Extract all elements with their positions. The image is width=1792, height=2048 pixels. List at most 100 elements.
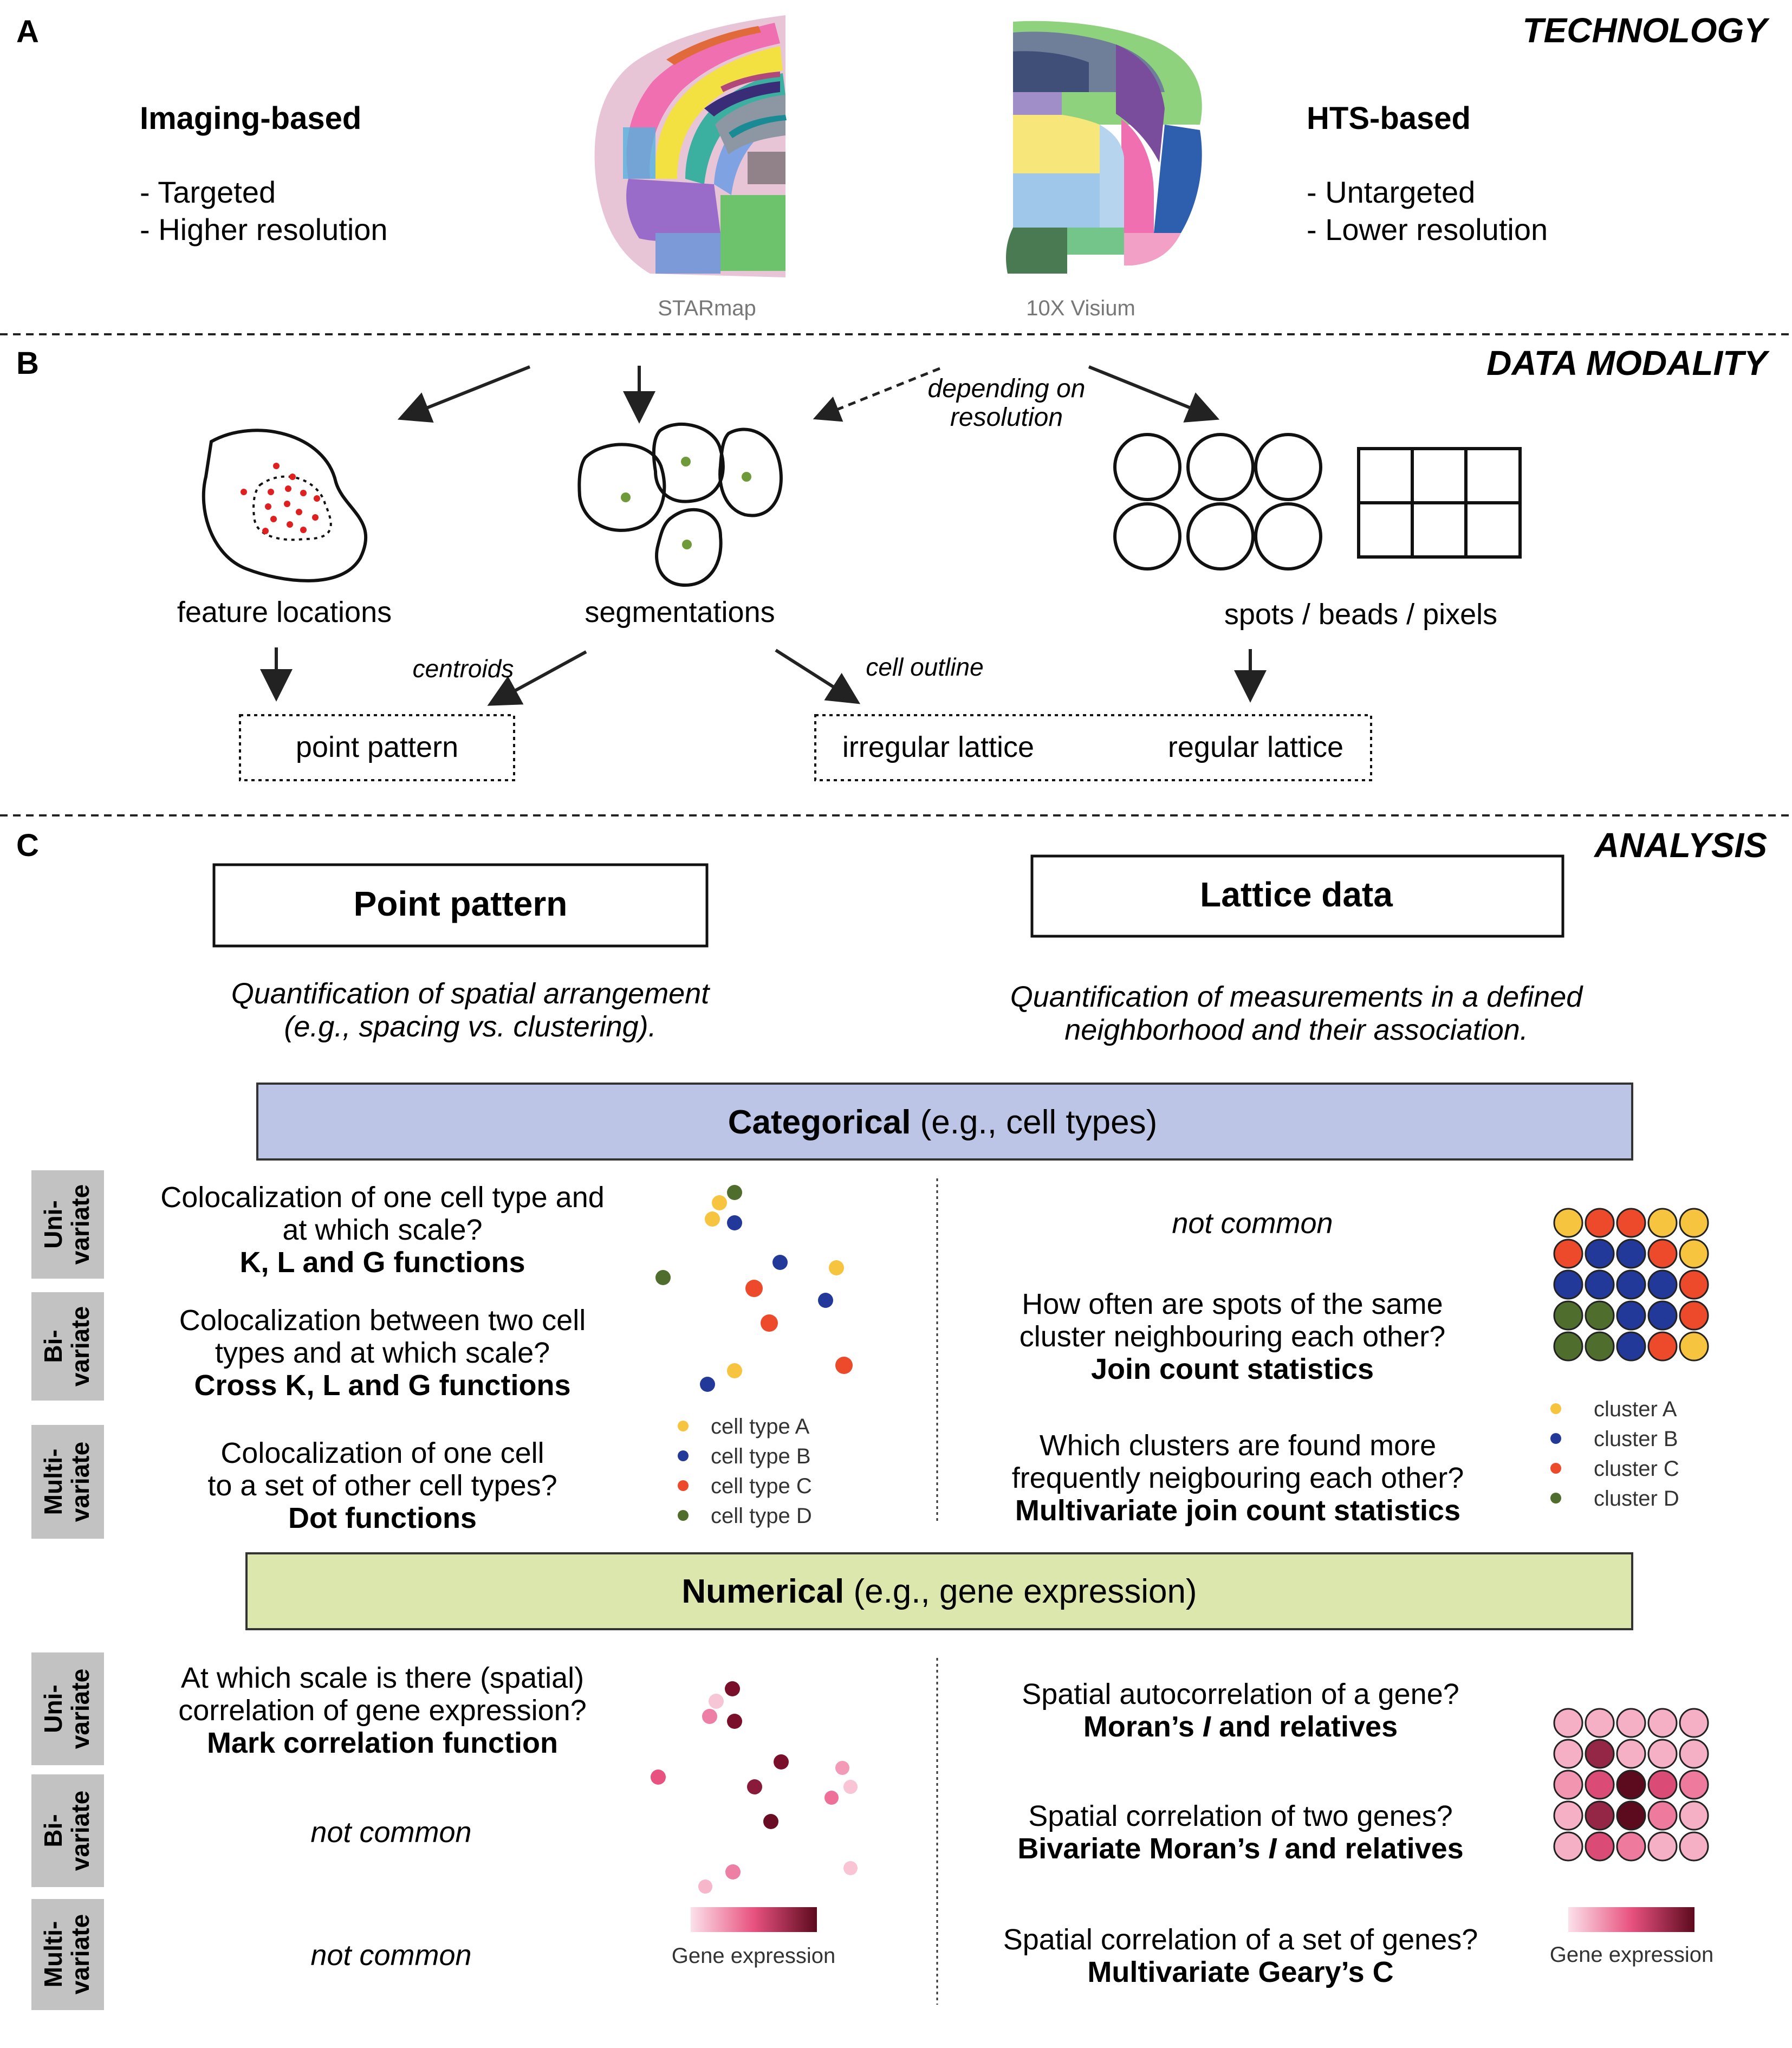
arrow-to-spots bbox=[1088, 365, 1220, 423]
lattice-spot bbox=[1616, 1300, 1646, 1331]
num-uni-lattice-2c: and relatives bbox=[1211, 1710, 1398, 1743]
cat-multi-lattice-3: Multivariate join count statistics bbox=[1015, 1494, 1460, 1527]
centroid-points bbox=[621, 457, 751, 549]
lattice-spot bbox=[1647, 1331, 1678, 1362]
lattice-spot bbox=[1553, 1331, 1583, 1362]
panel-c-heading: ANALYSIS bbox=[1593, 826, 1767, 865]
lattice-spot bbox=[1553, 1269, 1583, 1300]
visium-caption: 10X Visium bbox=[1026, 296, 1135, 320]
arrow-to-feature bbox=[397, 365, 531, 423]
lattice-spot bbox=[1679, 1269, 1709, 1300]
cat-bi-point-3: Cross K, L and G functions bbox=[194, 1369, 570, 1402]
scatter-dot bbox=[818, 1293, 833, 1308]
num-bi-lattice-2: Bivariate Moran’s I and relatives bbox=[1017, 1832, 1463, 1865]
scatter-dot bbox=[727, 1363, 742, 1378]
numerical-banner bbox=[245, 1552, 1633, 1630]
cat-uni-lattice: not common bbox=[1172, 1207, 1333, 1240]
point-pattern-box bbox=[239, 714, 515, 781]
scatter-dot bbox=[700, 1377, 715, 1392]
hts-based-title: HTS-based bbox=[1307, 101, 1471, 136]
lattice-spot bbox=[1679, 1331, 1709, 1362]
row-label-cat-bi: Bi- variate bbox=[31, 1292, 104, 1401]
lattice-spot bbox=[1647, 1239, 1678, 1269]
panel-c: C ANALYSIS Point pattern Lattice data Qu… bbox=[16, 826, 1767, 2010]
lattice-spot bbox=[1647, 1770, 1678, 1800]
lattice-spot bbox=[1585, 1269, 1615, 1300]
categorical-rest: (e.g., cell types) bbox=[911, 1104, 1157, 1141]
lattice-data-title-box bbox=[1030, 854, 1564, 938]
num-uni-point-2: correlation of gene expression? bbox=[178, 1694, 586, 1727]
numerical-rest: (e.g., gene expression) bbox=[844, 1573, 1197, 1610]
hts-item-1: - Untargeted bbox=[1307, 175, 1475, 209]
lattice-spot bbox=[1679, 1708, 1709, 1738]
expr-gradient-bar-2 bbox=[1568, 1907, 1694, 1932]
lattice-spot bbox=[1553, 1300, 1583, 1331]
feature-locations-icon bbox=[202, 429, 368, 582]
scatter-dot bbox=[835, 1761, 849, 1775]
legend-cell-type-c: cell type C bbox=[711, 1474, 812, 1498]
cat-uni-point-2: at which scale? bbox=[282, 1214, 482, 1246]
lattice-spot bbox=[1585, 1770, 1615, 1800]
pixels-grid-icon bbox=[1357, 447, 1522, 559]
panel-b-heading: DATA MODALITY bbox=[1486, 344, 1770, 383]
lattice-spot bbox=[1553, 1708, 1583, 1738]
lattice-spot bbox=[1647, 1831, 1678, 1862]
hts-item-2: - Lower resolution bbox=[1307, 212, 1548, 247]
cat-bi-lattice-2: cluster neighbouring each other? bbox=[1020, 1320, 1446, 1353]
legend-cell-type-a: cell type A bbox=[711, 1415, 810, 1438]
panel-b-letter: B bbox=[16, 346, 39, 381]
lattice-spot bbox=[1679, 1800, 1709, 1831]
num-lattice-text: Spatial autocorrelation of a gene? Moran… bbox=[1003, 1678, 1478, 1988]
row-label-num-bi-a: Bi- bbox=[39, 1814, 67, 1847]
lattice-spot bbox=[1679, 1770, 1709, 1800]
cat-multi-point-3: Dot functions bbox=[288, 1502, 477, 1534]
scatter-dot bbox=[712, 1195, 727, 1210]
cat-point-text: Colocalization of one cell type and at w… bbox=[160, 1181, 605, 1534]
expr-label-1: Gene expression bbox=[672, 1944, 835, 1968]
lattice-spot bbox=[1616, 1208, 1646, 1238]
num-uni-lattice-2: Moran’s I and relatives bbox=[1083, 1710, 1398, 1743]
scatter-dot bbox=[705, 1211, 720, 1227]
point-pattern-desc-1: Quantification of spatial arrangement bbox=[231, 977, 711, 1010]
lattice-spot bbox=[1647, 1300, 1678, 1331]
lattice-spot bbox=[1585, 1331, 1615, 1362]
cat-bi-point-2: types and at which scale? bbox=[215, 1337, 550, 1369]
lattice-spot bbox=[1585, 1208, 1615, 1238]
arrow-centroids bbox=[487, 650, 587, 706]
scatter-dot bbox=[747, 1779, 762, 1794]
scatter-dot bbox=[727, 1185, 742, 1200]
lattice-spot bbox=[1553, 1831, 1583, 1862]
starmap-image bbox=[594, 15, 787, 277]
legend-swatch-cluster-b bbox=[1550, 1433, 1561, 1444]
spots-icon bbox=[1113, 433, 1322, 571]
scatter-dot bbox=[824, 1791, 839, 1805]
cat-uni-point-1: Colocalization of one cell type and bbox=[160, 1181, 605, 1214]
lattice-spot bbox=[1647, 1269, 1678, 1300]
cat-uni-point-3: K, L and G functions bbox=[239, 1246, 525, 1279]
num-bi-lattice-2b: I bbox=[1268, 1832, 1277, 1865]
cat-multi-lattice-1: Which clusters are found more bbox=[1040, 1429, 1436, 1462]
scatter-dot bbox=[725, 1681, 740, 1696]
lattice-spot bbox=[1616, 1269, 1646, 1300]
panel-a: A TECHNOLOGY Imaging-based - Targeted - … bbox=[16, 11, 1770, 320]
cat-bi-lattice-1: How often are spots of the same bbox=[1022, 1288, 1443, 1320]
scatter-dot bbox=[774, 1754, 789, 1770]
row-label-cat-uni-a: Uni- bbox=[39, 1200, 67, 1248]
num-multi-lattice-2: Multivariate Geary’s C bbox=[1087, 1956, 1393, 1988]
cat-lattice-legend: cluster A cluster B cluster C cluster D bbox=[1550, 1397, 1679, 1511]
lattice-spot bbox=[1553, 1208, 1583, 1238]
panel-b: B DATA MODALITY depending on resolution … bbox=[16, 344, 1770, 781]
lattice-desc-2: neighborhood and their association. bbox=[1064, 1014, 1528, 1046]
row-label-num-uni-b: variate bbox=[66, 1669, 94, 1749]
row-label-num-multi-a: Multi- bbox=[39, 1921, 67, 1988]
lattice-spot bbox=[1616, 1800, 1646, 1831]
row-label-cat-bi-b: variate bbox=[66, 1306, 94, 1386]
num-uni-lattice-2b: I bbox=[1203, 1710, 1211, 1743]
scatter-dot bbox=[702, 1709, 717, 1724]
legend-swatch-b bbox=[678, 1450, 689, 1461]
categorical-banner bbox=[256, 1083, 1633, 1161]
num-uni-lattice-1: Spatial autocorrelation of a gene? bbox=[1022, 1678, 1459, 1710]
cat-multi-point-1: Colocalization of one cell bbox=[220, 1437, 544, 1469]
starmap-caption: STARmap bbox=[658, 296, 756, 320]
cat-point-scatter bbox=[655, 1185, 853, 1392]
